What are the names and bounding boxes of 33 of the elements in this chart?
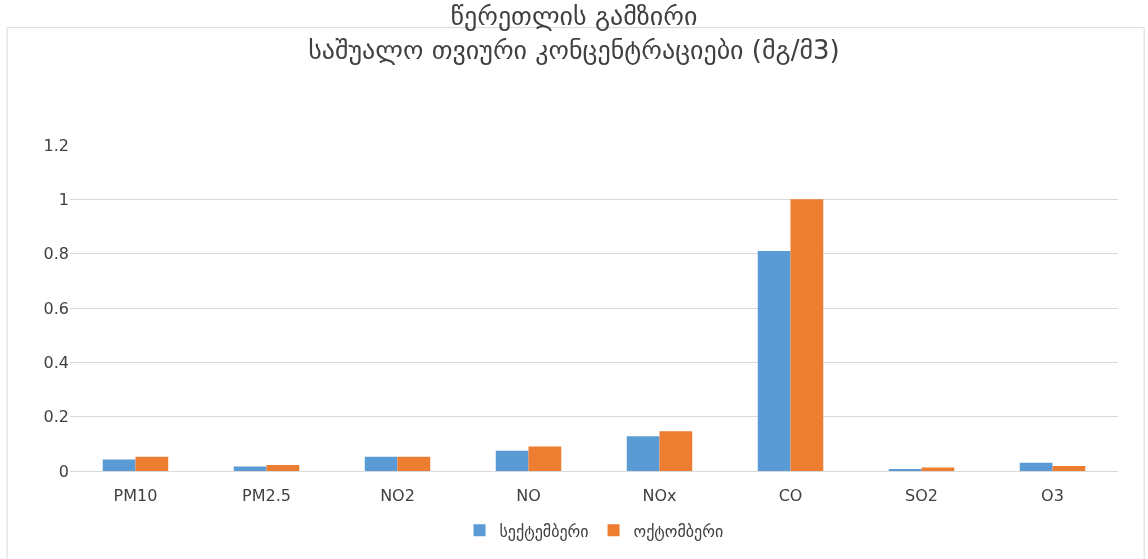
bar [659,431,693,471]
bar [921,467,955,471]
y-tick-label: 0.8 [43,244,69,264]
bar [528,446,562,471]
legend-label: ოქტომბერი [633,521,724,541]
chart-title: წერეთლის გამზირი საშუალო თვიური კონცენტრაციები (მგ/მ3) [308,1,840,65]
bar [757,250,791,471]
y-tick-label: 0.4 [43,352,69,372]
y-tick-label: 0 [58,461,69,481]
x-tick-label: SO2 [905,486,938,506]
bar [135,456,169,471]
x-tick-label: CO [778,486,803,506]
x-tick-label: PM10 [113,486,158,506]
bar [626,436,660,471]
y-tick-label: 1 [58,189,69,209]
x-tick-label: PM2.5 [242,486,291,506]
x-tick-label: NOx [642,486,677,506]
bar [790,199,824,471]
y-tick-label: 0.2 [43,407,69,427]
bar [1019,462,1053,471]
y-tick-label: 0.6 [43,298,69,318]
bar [233,466,267,471]
bar [495,450,529,471]
bar [1052,466,1086,471]
bar [364,456,398,471]
legend-label: სექტემბერი [499,521,589,541]
bar [102,459,136,471]
x-tick-label: O3 [1041,486,1064,506]
x-tick-label: NO [516,486,541,506]
y-tick-label: 1.2 [43,135,69,155]
bar [397,456,431,471]
x-tick-label: NO2 [380,486,415,506]
bar [266,465,300,471]
